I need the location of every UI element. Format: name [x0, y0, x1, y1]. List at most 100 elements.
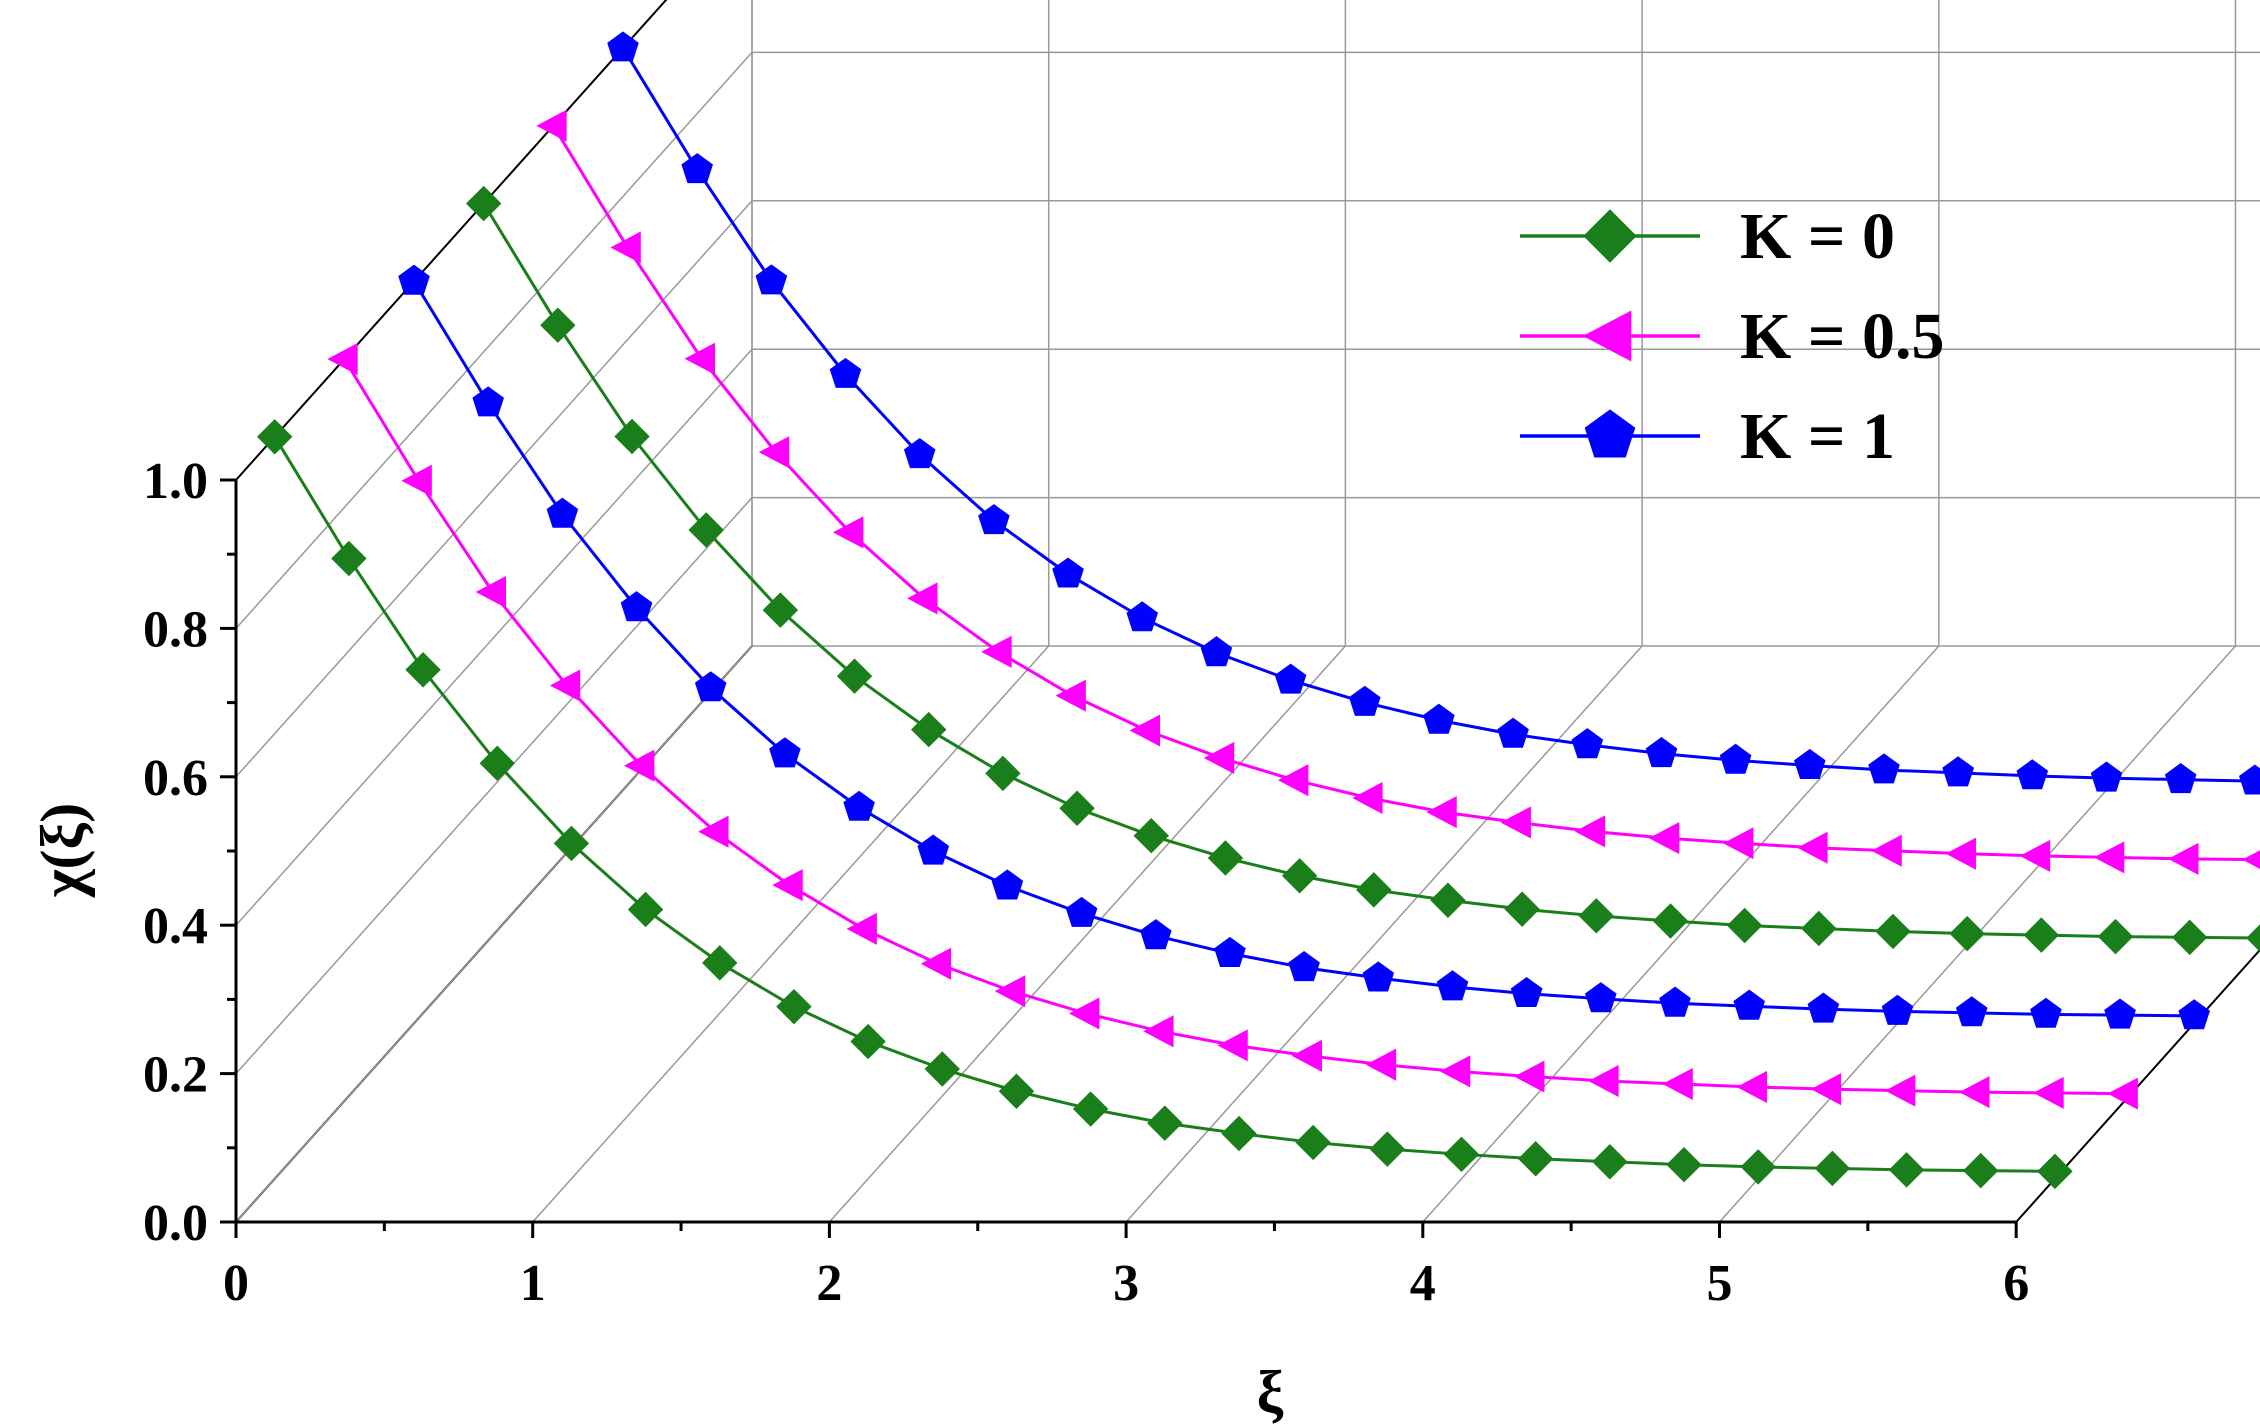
data-point — [1733, 989, 1765, 1020]
data-point — [698, 815, 729, 848]
data-point — [398, 264, 430, 295]
side-wall-gridline — [235, 200, 753, 778]
data-point — [1274, 663, 1307, 694]
data-point — [1648, 822, 1680, 855]
data-point — [1517, 1141, 1554, 1177]
floor-gridline — [1125, 645, 1643, 1223]
x-tick-label: 3 — [1113, 1255, 1139, 1312]
floor-gridline — [532, 645, 1050, 1223]
data-point — [1217, 1029, 1248, 1062]
data-point — [1059, 790, 1095, 826]
data-point — [769, 737, 801, 768]
data-point — [1723, 827, 1754, 860]
legend-label: K = 1 — [1740, 400, 1895, 473]
data-point — [829, 357, 862, 388]
data-point — [1588, 1064, 1619, 1098]
x-tick-label: 1 — [520, 1255, 546, 1312]
series-line — [273, 436, 2055, 1173]
data-point — [1659, 986, 1691, 1017]
data-point — [1281, 858, 1318, 894]
data-point — [903, 437, 936, 469]
data-point — [985, 755, 1021, 792]
data-point — [2030, 997, 2062, 1028]
data-point — [924, 1051, 960, 1087]
data-point — [1888, 1152, 1925, 1188]
data-point — [1740, 1149, 1776, 1185]
side-wall-gridline — [235, 497, 753, 1075]
series-group — [256, 31, 2260, 1190]
side-wall-gridline — [235, 0, 668, 481]
data-point — [702, 945, 738, 981]
data-point — [1436, 970, 1469, 1001]
data-point — [2242, 850, 2260, 869]
data-point — [681, 153, 713, 184]
data-point — [1955, 996, 1988, 1027]
floor-gridline — [235, 645, 753, 1223]
data-point — [1500, 806, 1531, 839]
data-point — [1868, 753, 1900, 784]
x-tick-label: 5 — [1707, 1255, 1733, 1312]
y-tick-label: 0.8 — [143, 601, 208, 658]
series-line — [412, 280, 2195, 1018]
data-point — [479, 745, 515, 781]
data-point — [1423, 703, 1455, 734]
data-point — [688, 512, 724, 548]
data-point — [832, 516, 864, 549]
data-point — [1666, 1146, 1702, 1183]
data-point — [1736, 1070, 1767, 1103]
data-point — [2023, 917, 2060, 953]
data-point — [1295, 1124, 1331, 1161]
floor-gridline — [1422, 645, 1940, 1223]
y-tick-label: 0.2 — [143, 1047, 208, 1104]
data-point — [610, 231, 641, 264]
data-point — [1942, 756, 1974, 787]
data-point — [2246, 924, 2260, 952]
data-point — [1365, 1048, 1397, 1081]
data-point — [1129, 714, 1161, 747]
data-point — [1133, 817, 1169, 854]
series-line — [621, 47, 2260, 783]
data-point — [2037, 1153, 2073, 1190]
data-point — [2172, 919, 2208, 956]
x-tick-label: 2 — [816, 1255, 842, 1312]
data-point — [978, 504, 1010, 535]
legend-label: K = 0 — [1740, 200, 1895, 273]
data-point — [836, 658, 873, 694]
data-point — [2016, 759, 2049, 790]
data-point — [917, 834, 950, 865]
data-point — [472, 386, 504, 417]
data-point — [1963, 1152, 1999, 1189]
data-point — [1881, 994, 1914, 1025]
data-point — [843, 790, 875, 821]
data-point — [2239, 764, 2260, 795]
side-wall-gridline — [235, 51, 753, 629]
data-point — [1207, 840, 1244, 876]
data-point — [1510, 976, 1543, 1007]
data-point — [1065, 896, 1098, 927]
axes: 0 1 2 3 4 5 6 0.0 0.2 0.4 0.6 0.8 1.0 — [143, 453, 2029, 1312]
data-point — [465, 185, 502, 222]
legend-item: K = 0 — [1520, 200, 1895, 273]
data-point — [1875, 913, 1911, 950]
data-point — [2178, 999, 2210, 1030]
data-point — [1959, 1076, 1990, 1109]
data-point — [553, 825, 590, 862]
data-point — [1356, 872, 1392, 908]
x-tick-label: 4 — [1410, 1255, 1436, 1312]
data-point — [2090, 761, 2123, 792]
data-point — [776, 988, 812, 1025]
legend-item: K = 0.5 — [1520, 300, 1944, 373]
data-point — [1200, 636, 1233, 667]
data-point — [1052, 557, 1084, 588]
data-point — [1504, 891, 1540, 927]
data-point — [1578, 898, 1615, 934]
series-k-1 — [607, 31, 2260, 795]
data-point — [846, 912, 877, 945]
data-point — [1369, 1131, 1406, 1167]
data-point — [331, 540, 367, 577]
data-point — [1352, 781, 1383, 815]
data-point — [684, 342, 715, 375]
y-tick-label: 0.6 — [143, 750, 208, 807]
